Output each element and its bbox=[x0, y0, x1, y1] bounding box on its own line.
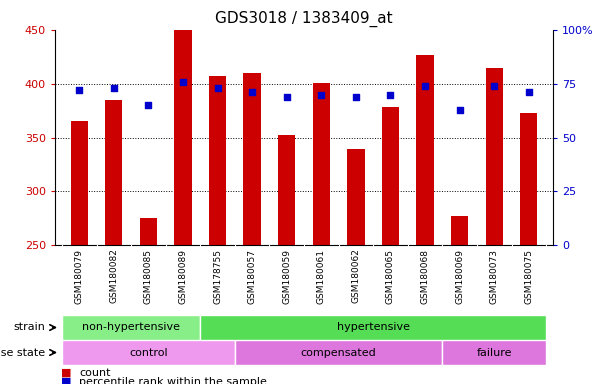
Bar bbox=[486, 68, 503, 245]
Text: GSM180068: GSM180068 bbox=[421, 248, 429, 303]
Text: GSM180057: GSM180057 bbox=[247, 248, 257, 303]
Point bbox=[385, 91, 395, 98]
Text: GSM180073: GSM180073 bbox=[489, 248, 499, 303]
Bar bbox=[443, 340, 546, 365]
Bar bbox=[200, 315, 546, 340]
Bar bbox=[71, 121, 88, 245]
Point bbox=[455, 106, 465, 113]
Point bbox=[213, 85, 223, 91]
Point bbox=[247, 89, 257, 95]
Bar bbox=[313, 83, 330, 245]
Bar bbox=[209, 76, 226, 245]
Title: GDS3018 / 1383409_at: GDS3018 / 1383409_at bbox=[215, 11, 393, 27]
Text: GSM180075: GSM180075 bbox=[524, 248, 533, 303]
Text: disease state: disease state bbox=[0, 348, 45, 358]
Bar bbox=[451, 216, 468, 245]
Text: strain: strain bbox=[13, 323, 45, 333]
Bar bbox=[278, 135, 295, 245]
Point bbox=[316, 91, 326, 98]
Point bbox=[351, 94, 361, 100]
Text: GSM180079: GSM180079 bbox=[75, 248, 84, 303]
Text: GSM180059: GSM180059 bbox=[282, 248, 291, 303]
Bar bbox=[235, 340, 443, 365]
Point bbox=[282, 94, 292, 100]
Text: count: count bbox=[79, 368, 111, 378]
Text: ■: ■ bbox=[61, 368, 72, 378]
Point bbox=[489, 83, 499, 89]
Point bbox=[524, 89, 534, 95]
Bar bbox=[140, 218, 157, 245]
Text: non-hypertensive: non-hypertensive bbox=[82, 323, 180, 333]
Text: GSM180085: GSM180085 bbox=[144, 248, 153, 303]
Point bbox=[109, 85, 119, 91]
Bar bbox=[62, 340, 235, 365]
Bar bbox=[347, 149, 365, 245]
Text: percentile rank within the sample: percentile rank within the sample bbox=[79, 377, 267, 384]
Text: GSM180069: GSM180069 bbox=[455, 248, 464, 303]
Bar bbox=[174, 30, 192, 245]
Text: failure: failure bbox=[477, 348, 512, 358]
Point bbox=[74, 87, 84, 93]
Text: GSM180082: GSM180082 bbox=[109, 248, 119, 303]
Bar bbox=[62, 315, 200, 340]
Bar bbox=[105, 100, 122, 245]
Text: GSM180065: GSM180065 bbox=[386, 248, 395, 303]
Point bbox=[178, 79, 188, 85]
Point bbox=[143, 102, 153, 108]
Bar bbox=[243, 73, 261, 245]
Text: compensated: compensated bbox=[301, 348, 376, 358]
Bar bbox=[520, 113, 537, 245]
Text: hypertensive: hypertensive bbox=[337, 323, 410, 333]
Text: GSM180089: GSM180089 bbox=[179, 248, 187, 303]
Text: GSM180061: GSM180061 bbox=[317, 248, 326, 303]
Point bbox=[420, 83, 430, 89]
Bar bbox=[382, 108, 399, 245]
Text: GSM178755: GSM178755 bbox=[213, 248, 222, 303]
Text: control: control bbox=[129, 348, 168, 358]
Bar bbox=[416, 55, 434, 245]
Text: GSM180062: GSM180062 bbox=[351, 248, 361, 303]
Text: ■: ■ bbox=[61, 377, 72, 384]
